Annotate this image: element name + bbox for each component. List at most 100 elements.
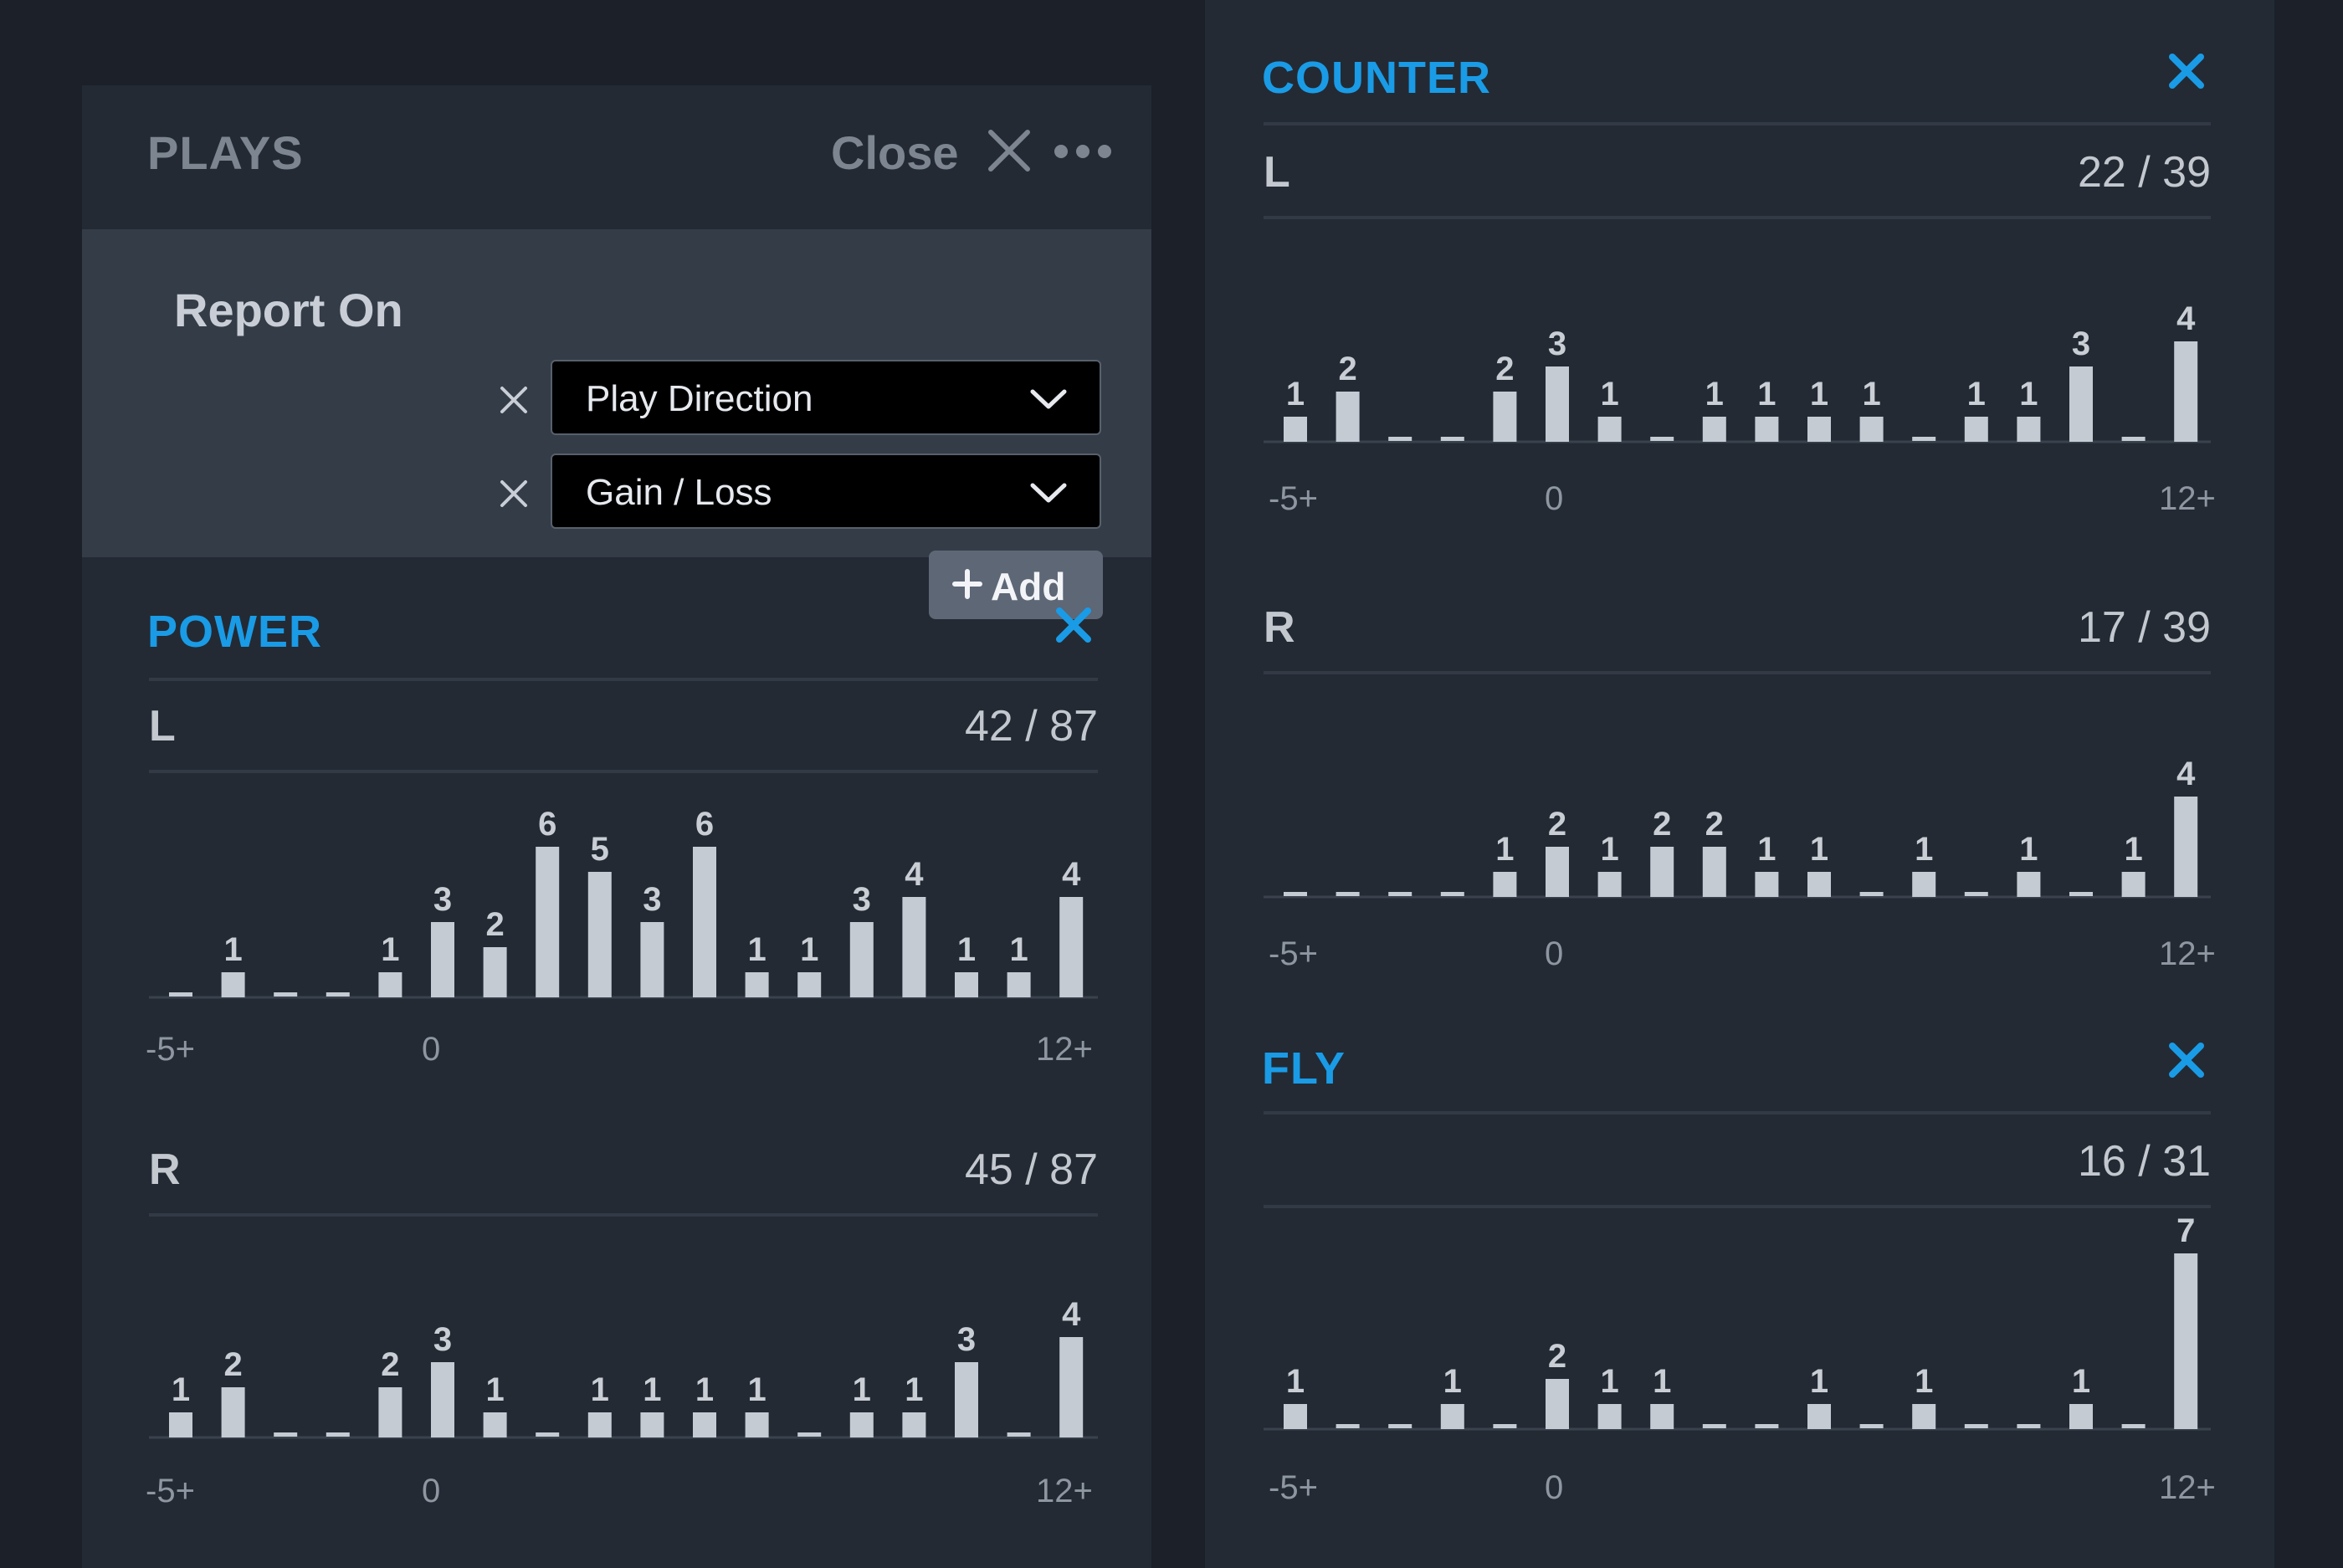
histogram-zero-bar	[1859, 892, 1884, 896]
bar-value-label: 3	[433, 1321, 452, 1358]
play-count: 22 / 39	[2077, 148, 2211, 197]
bar-value-label: 2	[1338, 351, 1356, 387]
histogram-bar	[221, 972, 245, 997]
histogram-bar	[1059, 1337, 1084, 1437]
histogram-zero-bar	[1336, 892, 1360, 896]
report-on-box: Report On Play Direction Gain / Loss Add	[82, 229, 1151, 619]
bar-value-label: 1	[853, 1371, 871, 1408]
histogram-bar	[1493, 872, 1517, 897]
histogram-bar	[1859, 417, 1884, 442]
bar-value-label: 1	[1862, 376, 1880, 412]
bar-value-label: 1	[1600, 831, 1618, 868]
divider	[149, 678, 1098, 681]
bar-value-label: 1	[2072, 1363, 2090, 1400]
histogram-bar	[1807, 872, 1831, 897]
histogram-bar	[1493, 392, 1517, 442]
direction-label: R	[149, 1145, 181, 1194]
histogram-bar	[1807, 417, 1831, 442]
power-r-histogram: 12 231 1 1 1 1 1 134	[149, 1296, 1098, 1439]
divider	[1264, 1205, 2211, 1208]
histogram-bar	[1755, 417, 1779, 442]
bar-value-label: 1	[747, 1371, 766, 1408]
bar-value-label: 1	[1286, 1363, 1305, 1400]
bar-value-label: 3	[433, 881, 452, 918]
bar-value-label: 1	[1915, 831, 1933, 868]
histogram-bar	[1597, 1404, 1622, 1429]
chevron-down-icon	[1030, 483, 1067, 503]
close-icon[interactable]	[986, 127, 1033, 174]
histogram-zero-bar	[2121, 1424, 2146, 1428]
axis-zero-label: 0	[422, 1031, 441, 1068]
histogram-zero-bar	[1388, 1424, 1412, 1428]
remove-section-icon[interactable]	[1054, 606, 1093, 644]
histogram-bar	[1059, 897, 1084, 997]
histogram-zero-bar	[2069, 892, 2093, 896]
histogram-zero-bar	[1964, 892, 1988, 896]
close-button[interactable]: Close	[831, 126, 959, 179]
histogram-bar	[1702, 417, 1726, 442]
histogram-bar	[640, 922, 664, 997]
bar-value-label: 1	[591, 1371, 609, 1408]
bar-value-label: 1	[2124, 831, 2142, 868]
bar-value-label: 2	[1705, 806, 1724, 843]
histogram-bar	[1597, 417, 1622, 442]
remove-field-icon[interactable]	[497, 477, 531, 510]
histogram-bar	[2174, 1253, 2198, 1429]
axis-max-label: 12+	[1036, 1473, 1093, 1509]
histogram-bar	[1007, 972, 1031, 997]
direction-label: R	[1264, 603, 1295, 652]
histogram-bar	[2017, 872, 2041, 897]
histogram-zero-bar	[536, 1432, 560, 1437]
report-field-select[interactable]: Play Direction	[551, 360, 1101, 435]
histogram-bar	[1912, 1404, 1936, 1429]
bar-value-label: 3	[2072, 325, 2090, 362]
histogram-bar	[797, 972, 822, 997]
histogram-bar	[1597, 872, 1622, 897]
histogram-bar	[587, 872, 612, 997]
histogram-zero-bar	[1388, 892, 1412, 896]
axis-max-label: 12+	[1036, 1031, 1093, 1068]
histogram-bar	[1807, 1404, 1831, 1429]
histogram-zero-bar	[1440, 437, 1464, 441]
report-field-value: Play Direction	[586, 378, 813, 419]
section-title-power: POWER	[147, 607, 323, 657]
histogram-zero-bar	[274, 1432, 298, 1437]
bar-value-label: 1	[1009, 931, 1028, 968]
axis-max-label: 12+	[2159, 1469, 2216, 1506]
bar-value-label: 1	[2019, 376, 2038, 412]
bar-value-label: 2	[381, 1346, 399, 1383]
histogram-bar	[693, 847, 716, 997]
bar-value-label: 2	[1548, 806, 1566, 843]
section-title-fly: FLY	[1262, 1043, 1346, 1094]
plus-icon	[952, 569, 982, 599]
bar-value-label: 2	[223, 1346, 242, 1383]
remove-section-icon[interactable]	[2167, 1041, 2206, 1079]
bar-value-label: 1	[1757, 376, 1776, 412]
histogram-zero-bar	[1859, 1424, 1884, 1428]
bar-value-label: 1	[800, 931, 818, 968]
bar-value-label: 1	[223, 931, 242, 968]
bar-value-label: 2	[1653, 806, 1671, 843]
histogram-zero-bar	[326, 1432, 350, 1437]
histogram-zero-bar	[1912, 437, 1936, 441]
remove-section-icon[interactable]	[2167, 52, 2206, 90]
report-field-select[interactable]: Gain / Loss	[551, 453, 1101, 529]
chevron-down-icon	[1030, 389, 1067, 409]
play-count: 42 / 87	[964, 702, 1098, 751]
remove-field-icon[interactable]	[497, 383, 531, 417]
histogram-bar	[2174, 797, 2198, 897]
bar-value-label: 1	[1810, 376, 1828, 412]
histogram-bar	[2069, 366, 2093, 442]
add-field-button[interactable]: Add	[929, 551, 1103, 619]
divider	[149, 1213, 1098, 1217]
histogram-bar	[745, 1412, 769, 1437]
bar-value-label: 3	[957, 1321, 976, 1358]
histogram-bar	[2017, 417, 2041, 442]
histogram-bar	[1546, 366, 1569, 442]
histogram-zero-bar	[1755, 1424, 1779, 1428]
histogram-bar	[849, 922, 874, 997]
more-options-icon[interactable]	[1053, 139, 1113, 164]
divider	[1264, 1111, 2211, 1115]
axis-zero-label: 0	[422, 1473, 441, 1509]
